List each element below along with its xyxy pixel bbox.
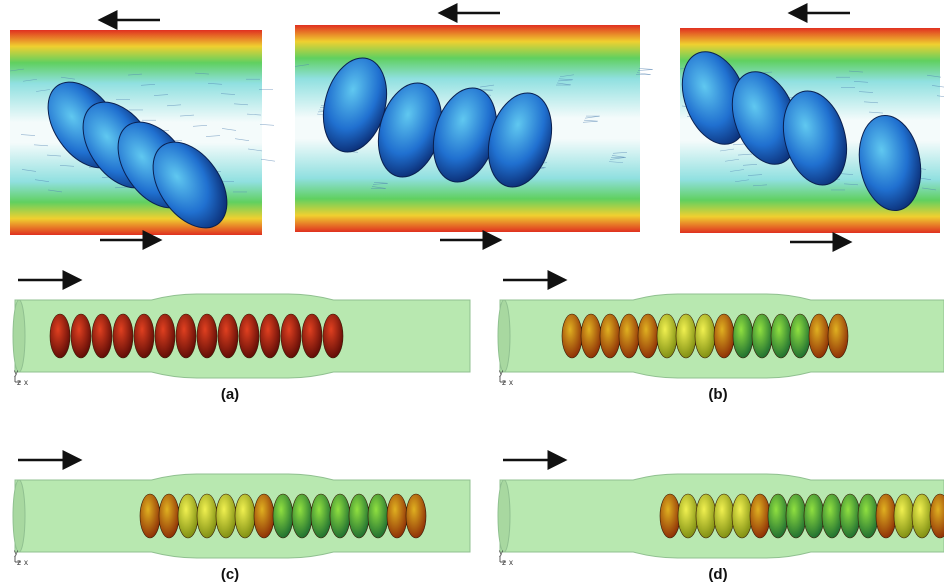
cell [197,314,217,358]
axis-label: y [499,548,503,557]
axis-label: y [14,368,18,377]
cell [732,494,752,538]
cell [804,494,824,538]
cell [302,314,322,358]
cell [216,494,236,538]
cell [254,494,274,538]
cell [323,314,343,358]
axis-label: z [17,558,21,567]
cell [858,494,878,538]
axis-label: z [502,558,506,567]
axis-label: y [499,368,503,377]
cell [330,494,350,538]
cell [822,494,842,538]
cell [912,494,932,538]
axis-label: x [24,378,28,387]
cell [387,494,407,538]
axis-label: x [509,378,513,387]
cell [894,494,914,538]
cell [562,314,582,358]
cell [733,314,753,358]
tube-end [13,300,25,372]
axis-label: z [17,378,21,387]
cell [657,314,677,358]
flow-panels [10,13,944,242]
cell [638,314,658,358]
streamline [260,124,274,125]
cell [349,494,369,538]
panel-label: (a) [221,386,239,403]
cell [273,494,293,538]
cell [239,314,259,358]
cell [218,314,238,358]
cell [676,314,696,358]
cell [750,494,770,538]
cell [876,494,896,538]
cell [71,314,91,358]
cell [292,494,312,538]
cell [260,314,280,358]
cell [714,494,734,538]
axis-label: x [24,558,28,567]
cell [752,314,772,358]
cell [678,494,698,538]
cell [368,494,388,538]
cell [714,314,734,358]
panel-label: (c) [221,566,239,583]
tube-end [498,480,510,552]
axis-label: y [14,548,18,557]
panel-label: (b) [708,386,727,403]
streamline [638,70,652,71]
cell [600,314,620,358]
cell [155,314,175,358]
cell [619,314,639,358]
cell [140,494,160,538]
cell [178,494,198,538]
cell [809,314,829,358]
cell [695,314,715,358]
panel-label: (d) [708,566,727,583]
cell [281,314,301,358]
cell [828,314,848,358]
cell [176,314,196,358]
tube-end [498,300,510,372]
cell [406,494,426,538]
cell [790,314,810,358]
cell [581,314,601,358]
cell [197,494,217,538]
figure: yzx(a)yzx(b)yzx(c)yzx(d) [0,0,944,585]
cell [696,494,716,538]
cell [50,314,70,358]
cell [660,494,680,538]
streamline [261,159,275,161]
cell [92,314,112,358]
cell [768,494,788,538]
cell [159,494,179,538]
cell [786,494,806,538]
axis-label: x [509,558,513,567]
cell [311,494,331,538]
tube-end [13,480,25,552]
cell [113,314,133,358]
axis-label: z [502,378,506,387]
cell [771,314,791,358]
cell [840,494,860,538]
cell [235,494,255,538]
cell [134,314,154,358]
